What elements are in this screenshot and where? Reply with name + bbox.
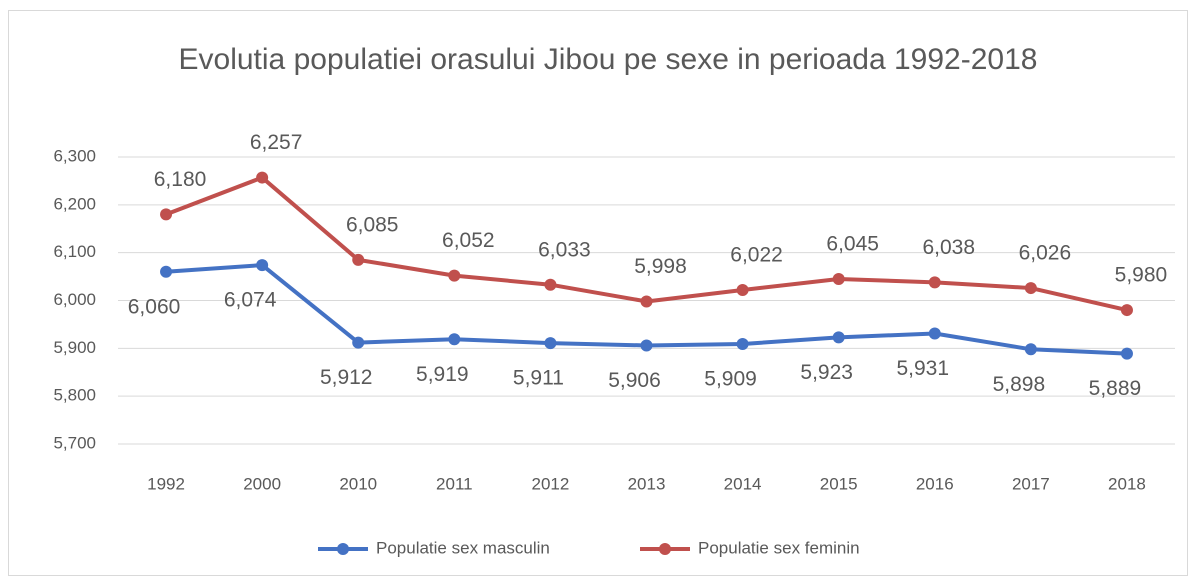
data-label: 6,045 [826, 233, 879, 256]
x-tick-label: 2014 [724, 474, 762, 493]
point [256, 259, 269, 272]
legend-marker [337, 543, 349, 555]
data-label: 6,074 [224, 289, 277, 312]
point [640, 339, 653, 352]
chart-title: Evolutia populatiei orasului Jibou pe se… [178, 43, 1038, 76]
point [256, 171, 269, 184]
data-label: 5,909 [704, 368, 757, 391]
point [1120, 347, 1133, 360]
point [832, 331, 845, 344]
point [640, 295, 653, 308]
point [736, 338, 749, 351]
legend-label: Populatie sex masculin [376, 538, 550, 557]
point [928, 276, 941, 289]
point [544, 337, 557, 350]
data-label: 6,022 [730, 244, 783, 267]
data-label: 5,923 [800, 361, 853, 384]
data-label: 6,257 [250, 131, 303, 154]
data-label: 6,033 [538, 238, 591, 261]
data-label: 6,052 [442, 229, 495, 252]
point [832, 272, 845, 285]
y-tick-label: 6,000 [53, 290, 96, 309]
point [448, 269, 461, 282]
x-tick-label: 2016 [916, 474, 954, 493]
y-tick-label: 6,100 [53, 242, 96, 261]
point [1024, 343, 1037, 356]
x-tick-label: 2010 [339, 474, 377, 493]
y-tick-label: 5,900 [53, 338, 96, 357]
x-tick-label: 2000 [243, 474, 281, 493]
data-label: 6,026 [1019, 242, 1072, 265]
x-tick-label: 2012 [531, 474, 569, 493]
data-label: 6,180 [154, 168, 207, 191]
point [352, 253, 365, 266]
point [1120, 304, 1133, 317]
y-tick-label: 6,200 [53, 194, 96, 213]
x-tick-label: 2017 [1012, 474, 1050, 493]
point [352, 336, 365, 349]
data-label: 5,931 [896, 357, 949, 380]
legend-label: Populatie sex feminin [698, 538, 860, 557]
x-tick-label: 2011 [436, 474, 473, 493]
x-tick-label: 2013 [628, 474, 666, 493]
data-label: 5,898 [993, 373, 1046, 396]
point [160, 208, 173, 221]
y-tick-label: 5,800 [53, 386, 96, 405]
data-label: 6,085 [346, 213, 399, 236]
chart-frame [8, 10, 1188, 576]
data-label: 5,889 [1089, 377, 1142, 400]
point [160, 265, 173, 278]
data-label: 5,998 [634, 255, 687, 278]
y-tick-label: 6,300 [53, 146, 96, 165]
point [928, 327, 941, 340]
data-label: 5,906 [608, 369, 661, 392]
legend-marker [659, 543, 671, 555]
data-label: 5,980 [1115, 264, 1168, 287]
point [1024, 282, 1037, 295]
data-label: 5,912 [320, 366, 373, 389]
point [544, 278, 557, 291]
x-tick-label: 1992 [147, 474, 185, 493]
point [736, 283, 749, 296]
data-label: 5,911 [513, 367, 564, 390]
x-tick-label: 2015 [820, 474, 858, 493]
data-label: 5,919 [416, 363, 469, 386]
point [448, 333, 461, 346]
y-tick-label: 5,700 [53, 433, 96, 452]
series-line [165, 175, 1128, 313]
x-tick-label: 2018 [1108, 474, 1146, 493]
data-label: 6,038 [922, 236, 975, 259]
data-label: 6,060 [128, 295, 181, 318]
